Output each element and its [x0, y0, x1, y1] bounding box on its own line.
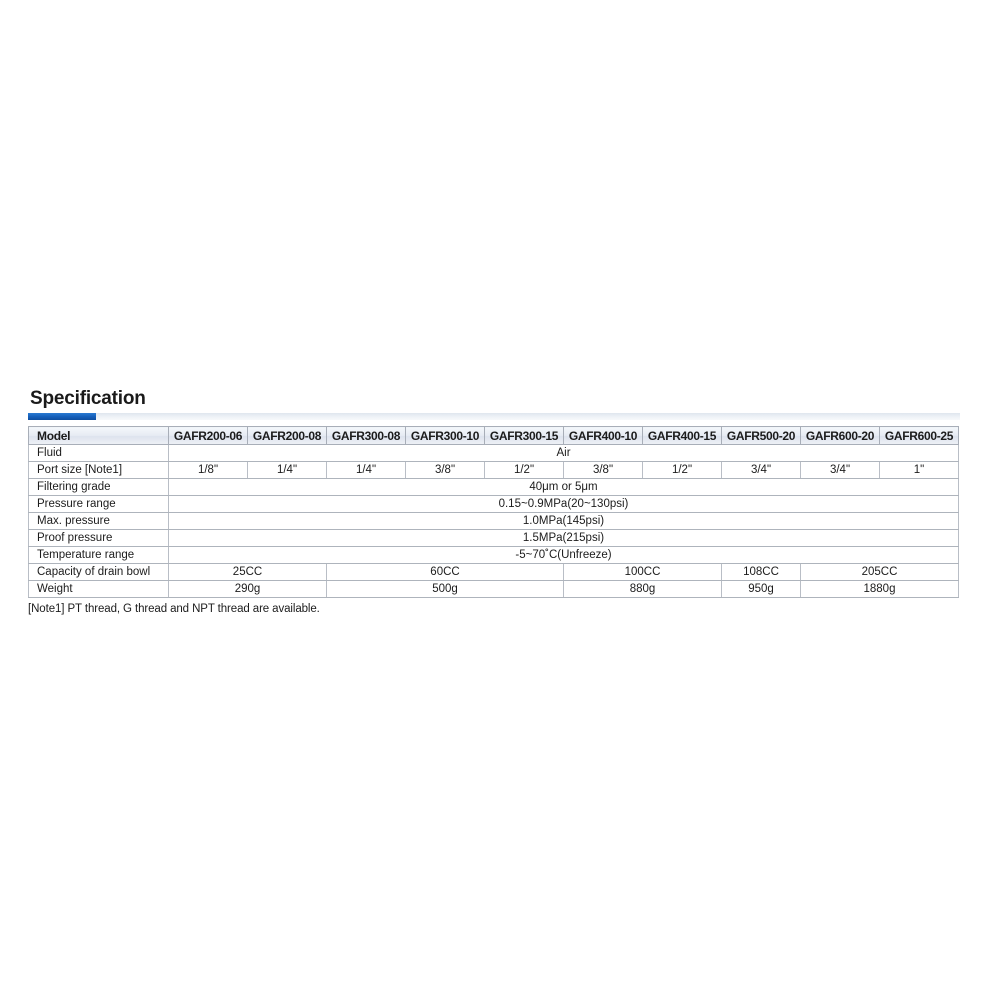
- table-cell: 60CC: [326, 563, 564, 581]
- column-header-model-8: GAFR600-20: [800, 426, 880, 445]
- page-title: Specification: [30, 388, 146, 409]
- column-header-model-5: GAFR400-10: [563, 426, 643, 445]
- table-body: Fluid Air Port size [Note1] 1/8" 1/4" 1/4" 3/8…: [28, 444, 959, 598]
- table-row: Max. pressure 1.0MPa(145psi): [28, 512, 959, 530]
- table-cell: 1/2": [642, 461, 722, 479]
- table-cell: 880g: [563, 580, 722, 598]
- table-row: Fluid Air: [28, 444, 959, 462]
- row-label: Temperature range: [28, 546, 169, 564]
- table-cell: 1": [879, 461, 959, 479]
- table-cell: 500g: [326, 580, 564, 598]
- table-cell: 1.0MPa(145psi): [168, 512, 959, 530]
- column-header-model-3: GAFR300-10: [405, 426, 485, 445]
- table-cell: -5~70˚C(Unfreeze): [168, 546, 959, 564]
- row-label: Capacity of drain bowl: [28, 563, 169, 581]
- table-row: Capacity of drain bowl 25CC 60CC 100CC 108CC…: [28, 563, 959, 581]
- accent-bar-fill: [28, 413, 96, 420]
- accent-bar-track: [28, 413, 960, 420]
- table-cell: 290g: [168, 580, 327, 598]
- table-cell: 3/4": [800, 461, 880, 479]
- table-footnote: [Note1] PT thread, G thread and NPT thre…: [28, 603, 320, 615]
- table-cell: 25CC: [168, 563, 327, 581]
- table-cell: 0.15~0.9MPa(20~130psi): [168, 495, 959, 513]
- column-header-model-7: GAFR500-20: [721, 426, 801, 445]
- table-cell: 1/8": [168, 461, 248, 479]
- column-header-model-2: GAFR300-08: [326, 426, 406, 445]
- row-label: Filtering grade: [28, 478, 169, 496]
- row-label: Proof pressure: [28, 529, 169, 547]
- table-row: Filtering grade 40μm or 5μm: [28, 478, 959, 496]
- table-cell: 1.5MPa(215psi): [168, 529, 959, 547]
- table-row: Temperature range -5~70˚C(Unfreeze): [28, 546, 959, 564]
- table-cell: 205CC: [800, 563, 959, 581]
- row-label: Pressure range: [28, 495, 169, 513]
- table-cell: 1880g: [800, 580, 959, 598]
- column-header-model-9: GAFR600-25: [879, 426, 959, 445]
- table-cell: 108CC: [721, 563, 801, 581]
- specification-section: Specification Model GAFR200-06 GAFR200-0…: [28, 388, 960, 615]
- table-cell: 100CC: [563, 563, 722, 581]
- table-cell: 1/2": [484, 461, 564, 479]
- column-header-model-6: GAFR400-15: [642, 426, 722, 445]
- column-header-model: Model: [28, 426, 169, 445]
- table-cell: 40μm or 5μm: [168, 478, 959, 496]
- column-header-model-0: GAFR200-06: [168, 426, 248, 445]
- column-header-model-1: GAFR200-08: [247, 426, 327, 445]
- table-cell: 3/8": [563, 461, 643, 479]
- table-cell: 3/4": [721, 461, 801, 479]
- row-label: Weight: [28, 580, 169, 598]
- table-row: Port size [Note1] 1/8" 1/4" 1/4" 3/8" 1/2" 3/8…: [28, 461, 959, 479]
- table-cell: 1/4": [326, 461, 406, 479]
- table-cell: 3/8": [405, 461, 485, 479]
- table-row: Pressure range 0.15~0.9MPa(20~130psi): [28, 495, 959, 513]
- table-row: Weight 290g 500g 880g 950g 1880g: [28, 580, 959, 598]
- table-header-row: Model GAFR200-06 GAFR200-08 GAFR300-08 G…: [28, 426, 959, 445]
- table-cell: 950g: [721, 580, 801, 598]
- specification-table: Model GAFR200-06 GAFR200-08 GAFR300-08 G…: [28, 426, 959, 598]
- table-cell: Air: [168, 444, 959, 462]
- table-cell: 1/4": [247, 461, 327, 479]
- column-header-model-4: GAFR300-15: [484, 426, 564, 445]
- row-label: Max. pressure: [28, 512, 169, 530]
- table-row: Proof pressure 1.5MPa(215psi): [28, 529, 959, 547]
- row-label: Fluid: [28, 444, 169, 462]
- row-label: Port size [Note1]: [28, 461, 169, 479]
